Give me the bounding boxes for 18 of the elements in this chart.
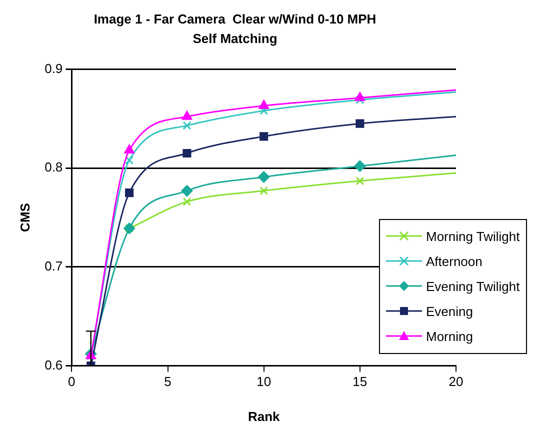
y-tick-label: 0.6 <box>44 357 63 372</box>
x-tick-label: 15 <box>352 374 368 390</box>
x-tick-label: 20 <box>448 374 464 390</box>
x-tick-label: 10 <box>256 374 272 390</box>
y-tick-label: 0.8 <box>44 160 63 175</box>
legend-label: Morning Twilight <box>426 228 520 244</box>
x-tick-label: 5 <box>164 374 172 390</box>
legend-label: Evening <box>426 304 473 319</box>
chart-title: Image 1 - Far Camera Clear w/Wind 0-10 MPH <box>94 11 376 26</box>
x-tick-label: 0 <box>68 374 76 390</box>
chart-subtitle: Self Matching <box>192 30 278 46</box>
x-axis-title: Rank <box>248 408 280 424</box>
y-axis-title: CMS <box>17 202 32 232</box>
legend-label: Evening Twilight <box>426 278 520 294</box>
y-tick-label: 0.7 <box>44 258 63 274</box>
y-tick-label: 0.9 <box>44 60 63 76</box>
legend-label: Morning <box>426 328 473 344</box>
legend-label: Afternoon <box>426 254 482 269</box>
